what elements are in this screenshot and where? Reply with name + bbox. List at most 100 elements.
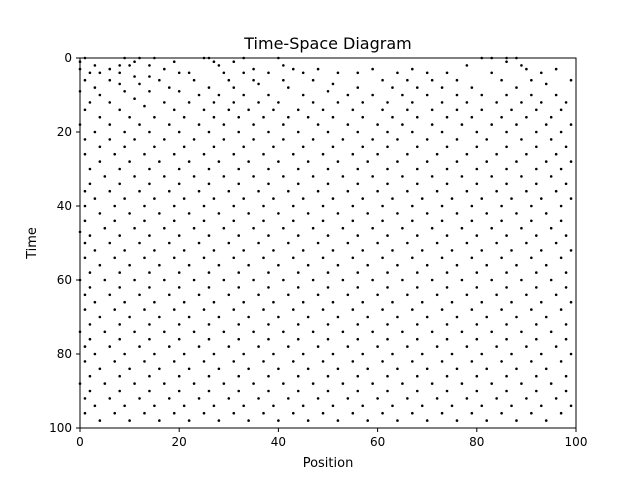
- data-point: [291, 360, 295, 363]
- data-point: [83, 308, 87, 311]
- data-point: [525, 115, 528, 119]
- data-point: [262, 411, 265, 415]
- data-point: [148, 130, 151, 134]
- data-point: [301, 404, 305, 408]
- data-point: [510, 108, 513, 112]
- data-point: [450, 249, 454, 252]
- data-point: [128, 263, 131, 267]
- data-point: [485, 367, 489, 371]
- data-point: [316, 345, 320, 348]
- data-point: [371, 278, 374, 282]
- data-point: [430, 226, 434, 230]
- data-point: [376, 189, 379, 193]
- data-point: [252, 78, 255, 82]
- data-point: [291, 152, 295, 156]
- data-point: [544, 419, 548, 422]
- data-point: [207, 234, 211, 237]
- data-point: [470, 204, 474, 208]
- data-point: [113, 219, 117, 223]
- data-point: [539, 101, 543, 104]
- data-point: [113, 256, 117, 260]
- data-point: [311, 78, 315, 82]
- data-point: [232, 101, 236, 104]
- data-point: [371, 382, 374, 385]
- data-point: [267, 323, 270, 326]
- data-point: [356, 374, 360, 378]
- data-point: [401, 330, 404, 334]
- data-point: [475, 234, 479, 237]
- data-point: [177, 234, 181, 237]
- data-point: [242, 71, 245, 75]
- data-point: [83, 360, 87, 363]
- data-point: [455, 93, 459, 97]
- data-point: [371, 138, 374, 141]
- data-point: [376, 397, 379, 400]
- data-point: [331, 249, 335, 252]
- data-point: [153, 145, 156, 149]
- data-point: [386, 323, 389, 326]
- data-point: [306, 315, 310, 319]
- data-point: [450, 197, 454, 200]
- data-point: [212, 197, 216, 200]
- data-point: [167, 397, 171, 400]
- data-point: [465, 152, 469, 156]
- data-point: [88, 167, 92, 171]
- data-point: [490, 330, 493, 334]
- data-point: [455, 315, 459, 319]
- data-point: [187, 71, 191, 75]
- data-point: [455, 160, 459, 163]
- data-point: [316, 67, 320, 71]
- data-point: [500, 115, 503, 119]
- data-point: [172, 219, 176, 223]
- data-point: [564, 182, 568, 186]
- data-point: [564, 323, 568, 326]
- data-point: [425, 419, 429, 422]
- data-point: [118, 286, 121, 289]
- data-point: [242, 352, 245, 356]
- data-point: [222, 138, 226, 141]
- data-point: [386, 182, 389, 186]
- y-tick-label: 60: [57, 273, 72, 287]
- data-point: [291, 411, 295, 415]
- data-point: [505, 93, 508, 97]
- data-point: [272, 249, 275, 252]
- data-point: [118, 389, 121, 393]
- data-point: [361, 115, 365, 119]
- data-point: [217, 93, 221, 97]
- data-point: [158, 315, 161, 319]
- data-point: [207, 374, 211, 378]
- data-point: [440, 219, 444, 223]
- data-point: [306, 367, 310, 371]
- data-point: [455, 78, 459, 82]
- data-point: [123, 300, 126, 304]
- data-point: [535, 286, 538, 289]
- data-point: [123, 249, 126, 252]
- data-point: [182, 404, 186, 408]
- data-point: [88, 234, 92, 237]
- data-point: [440, 256, 444, 260]
- data-point: [445, 182, 449, 186]
- data-point: [406, 108, 409, 112]
- data-point: [143, 104, 146, 108]
- data-point: [88, 182, 92, 186]
- data-point: [222, 71, 226, 75]
- data-point: [445, 389, 449, 393]
- data-point: [163, 382, 166, 385]
- data-point: [544, 82, 548, 86]
- data-point: [554, 397, 558, 400]
- data-point: [143, 308, 146, 311]
- data-point: [569, 404, 573, 408]
- data-point: [311, 175, 315, 178]
- data-point: [133, 75, 136, 78]
- data-point: [420, 300, 424, 304]
- data-point: [331, 300, 335, 304]
- data-point: [98, 145, 102, 149]
- data-point: [163, 226, 166, 230]
- data-point: [406, 189, 409, 193]
- data-point: [237, 374, 241, 378]
- data-point: [113, 152, 117, 156]
- data-point: [163, 101, 166, 104]
- data-point: [356, 337, 360, 341]
- data-point: [386, 389, 389, 393]
- data-point: [386, 167, 389, 171]
